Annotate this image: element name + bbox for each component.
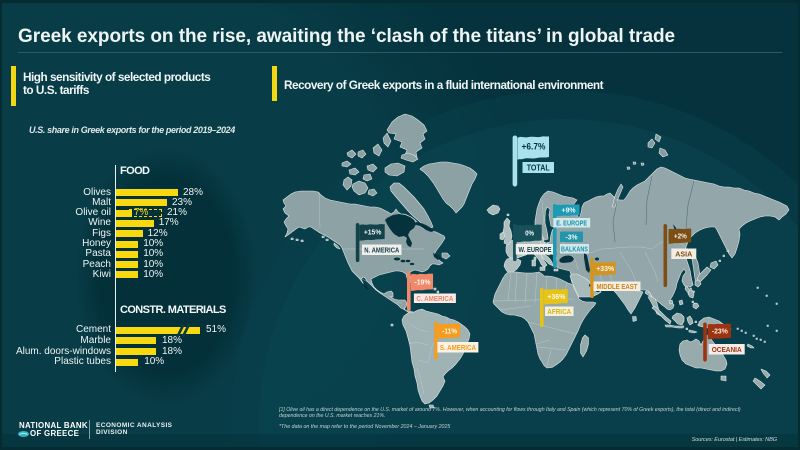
svg-text:+33%: +33% bbox=[596, 264, 614, 273]
svg-text:W. EUROPE: W. EUROPE bbox=[519, 245, 552, 254]
svg-text:+15%: +15% bbox=[364, 228, 382, 237]
svg-text:-23%: -23% bbox=[712, 327, 728, 336]
svg-text:-11%: -11% bbox=[442, 326, 457, 335]
svg-text:ASIA: ASIA bbox=[675, 249, 693, 258]
svg-text:TOTAL: TOTAL bbox=[527, 163, 550, 173]
svg-text:AFRICA: AFRICA bbox=[547, 307, 572, 316]
svg-text:+6.7%: +6.7% bbox=[522, 142, 547, 152]
svg-text:BALKANS: BALKANS bbox=[561, 244, 588, 253]
svg-text:+2%: +2% bbox=[674, 231, 687, 240]
svg-text:N. AMERICA: N. AMERICA bbox=[364, 245, 400, 254]
svg-text:-19%: -19% bbox=[414, 278, 430, 287]
svg-text:MIDDLE EAST: MIDDLE EAST bbox=[597, 282, 638, 291]
svg-text:C. AMERICA: C. AMERICA bbox=[416, 294, 454, 303]
svg-text:+36%: +36% bbox=[547, 292, 565, 301]
svg-text:S. AMERICA: S. AMERICA bbox=[440, 343, 477, 352]
svg-text:0%: 0% bbox=[525, 229, 534, 238]
svg-text:E. EUROPE: E. EUROPE bbox=[556, 218, 587, 227]
svg-text:OCEANIA: OCEANIA bbox=[712, 345, 743, 354]
svg-text:+9%: +9% bbox=[562, 206, 576, 215]
svg-text:-3%: -3% bbox=[566, 232, 578, 241]
